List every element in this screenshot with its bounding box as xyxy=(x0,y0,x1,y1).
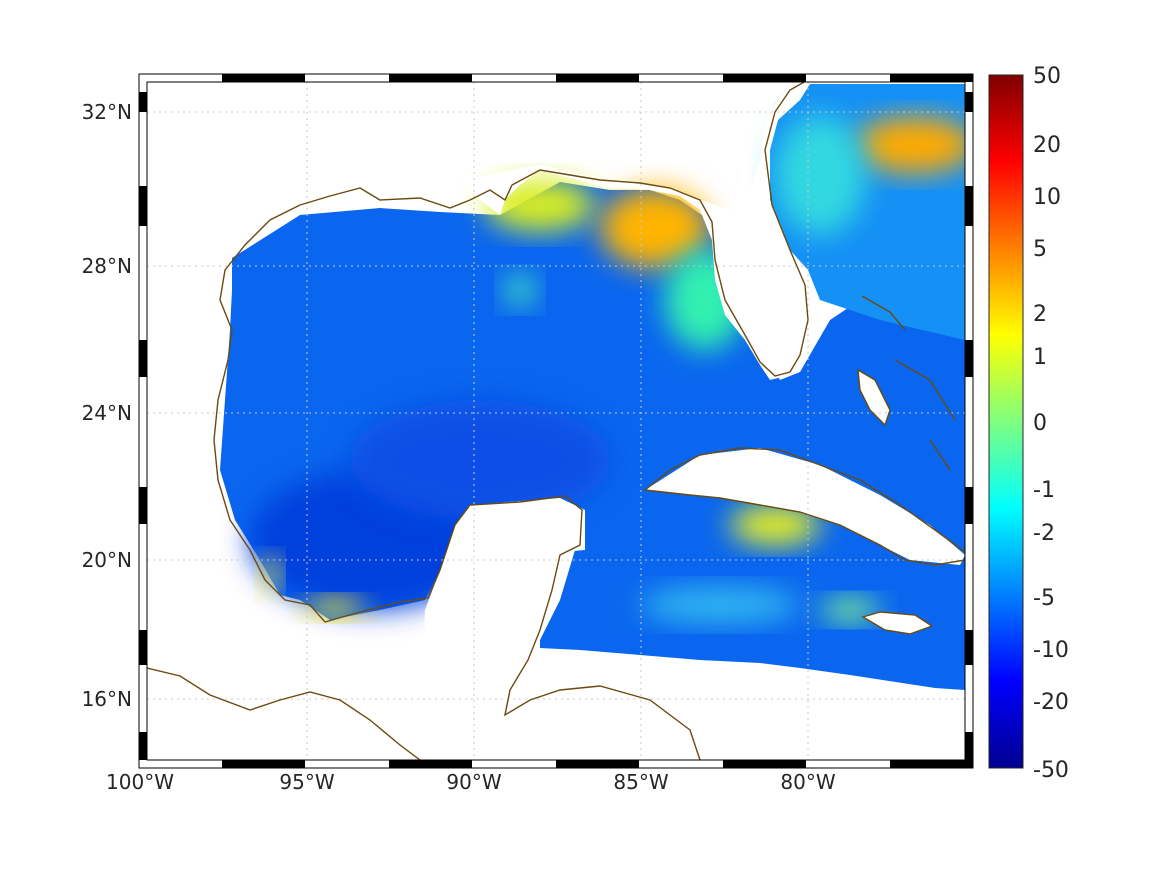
bahamas-land xyxy=(858,370,890,425)
lat-tick-labels: 32°N 28°N 24°N 20°N 16°N xyxy=(82,100,132,711)
colorbar-tick: 10 xyxy=(1033,185,1061,210)
big-bend-hot xyxy=(600,188,710,268)
lon-tick: 90°W xyxy=(446,770,501,794)
lon-tick-labels: 100°W 95°W 90°W 85°W 80°W xyxy=(106,770,836,794)
yucatan-land xyxy=(147,498,585,760)
grid-lines xyxy=(147,82,965,760)
lat-tick: 16°N xyxy=(82,687,132,711)
jamaica-coast xyxy=(861,611,934,635)
lat-tick: 32°N xyxy=(82,100,132,124)
lon-tick: 80°W xyxy=(780,770,835,794)
loop-eddy xyxy=(504,274,536,306)
cuba-south-shelf xyxy=(730,505,820,545)
colorbar-tick: -10 xyxy=(1033,638,1069,663)
lon-tick: 85°W xyxy=(613,770,668,794)
colorbar-tick: -20 xyxy=(1033,690,1069,715)
central-america-west xyxy=(147,667,421,760)
colorbar-tick: -1 xyxy=(1033,478,1055,503)
lon-tick: 100°W xyxy=(106,770,174,794)
caribbean-band xyxy=(640,587,800,623)
colorbar-tick: 0 xyxy=(1033,411,1047,436)
colorbar-gradient xyxy=(988,74,1024,769)
colorbar: 50 20 10 5 2 1 0 -1 -2 -5 -10 -20 -50 xyxy=(988,64,1069,783)
south-mask xyxy=(540,650,965,760)
colorbar-tick: -5 xyxy=(1033,586,1055,611)
atlantic-hot xyxy=(855,117,965,173)
lat-tick: 28°N xyxy=(82,254,132,278)
colorbar-tick: -50 xyxy=(1033,758,1069,783)
lat-tick: 20°N xyxy=(82,548,132,572)
veracruz-coast xyxy=(260,557,280,593)
colorbar-tick: 5 xyxy=(1033,237,1047,262)
lon-tick: 95°W xyxy=(279,770,334,794)
data-field xyxy=(147,84,965,760)
central-gulf-dark xyxy=(350,400,610,520)
colorbar-tick: 2 xyxy=(1033,302,1047,327)
cuba-coast xyxy=(644,447,965,566)
texas-mexico-coast xyxy=(213,204,701,760)
bahamas-coast xyxy=(857,295,956,471)
lat-tick: 24°N xyxy=(82,401,132,425)
florida-land xyxy=(465,84,810,380)
atlantic-shelf xyxy=(775,115,865,235)
coastlines xyxy=(147,82,965,760)
map-frame xyxy=(138,73,974,769)
colorbar-tick: 50 xyxy=(1033,64,1061,89)
cuba-land xyxy=(645,448,965,565)
colorbar-tick: 20 xyxy=(1033,133,1061,158)
jamaica-land xyxy=(863,612,932,634)
colorbar-tick: 1 xyxy=(1033,345,1047,370)
mexico-coast-warm xyxy=(305,598,365,618)
gulf-coast-west xyxy=(299,82,809,377)
colorbar-tick: -2 xyxy=(1033,521,1055,546)
